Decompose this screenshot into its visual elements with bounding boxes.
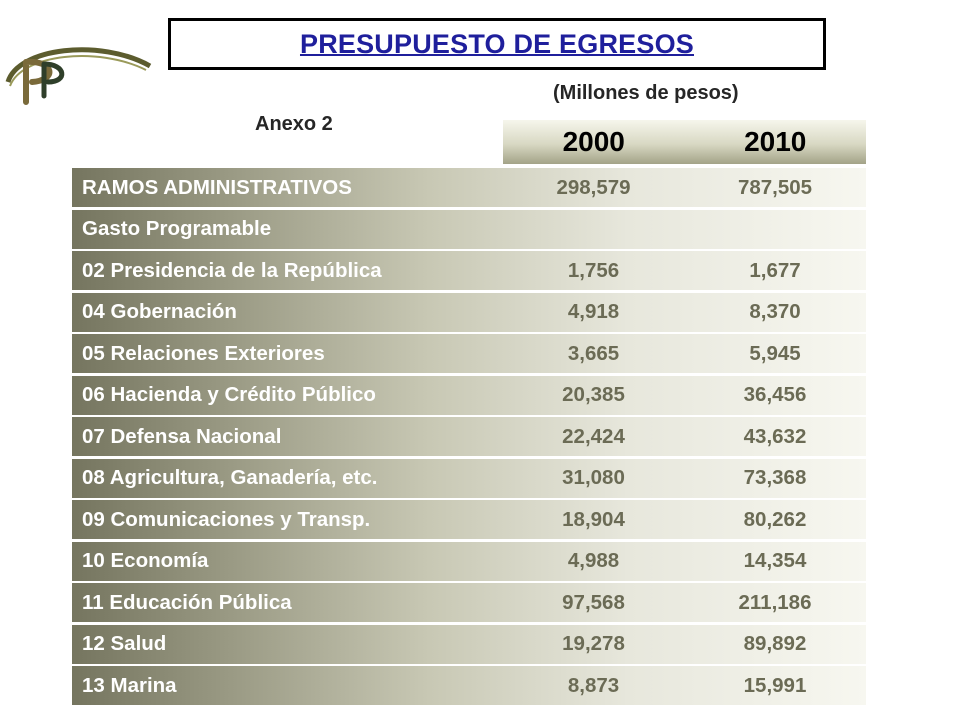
value-2010: 211,186 [738,590,812,614]
value-2000: 8,873 [567,673,620,697]
row-label: 13 Marina [82,673,177,697]
year-2010-header: 2010 [744,126,807,157]
title-box: PRESUPUESTO DE EGRESOS [168,18,826,70]
year-2000-header: 2000 [562,126,625,157]
row-label: RAMOS ADMINISTRATIVOS [82,175,352,199]
table-row: 09 Comunicaciones y Transp. 18,904 80,26… [72,500,866,539]
table-row: 11 Educación Pública 97,568 211,186 [72,583,866,622]
row-label: 08 Agricultura, Ganadería, etc. [82,466,378,489]
table-row: 08 Agricultura, Ganadería, etc. 31,080 7… [72,458,866,498]
value-2000: 22,424 [562,424,625,448]
value-2000: 18,904 [562,507,625,531]
table-row: 13 Marina 8,873 15,991 [72,666,866,705]
value-2010: 15,991 [743,673,807,697]
table-row: 05 Relaciones Exteriores 3,665 5,945 [72,334,866,373]
value-2010: 73,368 [743,466,807,489]
row-label: Gasto Programable [82,217,272,240]
value-2010: 36,456 [743,383,807,406]
row-label: 10 Economía [82,549,209,572]
value-2000: 298,579 [556,175,631,199]
value-2010: 1,677 [749,258,801,282]
row-label: 11 Educación Pública [82,590,292,614]
logo-icon [0,38,158,108]
row-label: 06 Hacienda y Crédito Público [82,383,376,406]
value-2010: 80,262 [743,507,807,531]
value-2000: 4,988 [567,549,620,572]
table-row: 12 Salud 19,278 89,892 [72,624,866,664]
value-2010: 5,945 [749,341,801,365]
table-row: 04 Gobernación 4,918 8,370 [72,292,866,332]
budget-table: RAMOS ADMINISTRATIVOS 298,579 787,505 Ga… [72,168,866,708]
row-label: 12 Salud [82,632,167,655]
row-label: 09 Comunicaciones y Transp. [82,507,371,531]
row-label: 04 Gobernación [82,300,237,323]
value-2000: 19,278 [562,632,625,655]
value-2010: 787,505 [737,175,813,199]
value-2000: 3,665 [567,341,620,365]
row-label: 07 Defensa Nacional [82,424,282,448]
value-2000: 4,918 [567,300,620,323]
row-label: 02 Presidencia de la República [82,258,382,282]
table-row: RAMOS ADMINISTRATIVOS 298,579 787,505 [72,168,866,207]
value-2000: 97,568 [562,590,625,614]
value-2000: 1,756 [567,258,620,282]
table-row: Gasto Programable [72,209,866,249]
table-row: 10 Economía 4,988 14,354 [72,541,866,581]
page-title: PRESUPUESTO DE EGRESOS [299,28,694,59]
value-2010: 89,892 [743,632,807,655]
annex-label: Anexo 2 [255,113,333,135]
row-label: 05 Relaciones Exteriores [82,341,325,365]
table-row: 02 Presidencia de la República 1,756 1,6… [72,251,866,290]
value-2010: 14,354 [743,549,807,572]
year-header: 2000 2010 [503,120,866,164]
table-row: 06 Hacienda y Crédito Público 20,385 36,… [72,375,866,415]
value-2000: 20,385 [562,383,625,406]
value-2010: 43,632 [743,424,807,448]
table-row: 07 Defensa Nacional 22,424 43,632 [72,417,866,456]
value-2000: 31,080 [562,466,625,489]
units-subtitle: (Millones de pesos) [553,82,739,104]
value-2010: 8,370 [749,300,801,323]
